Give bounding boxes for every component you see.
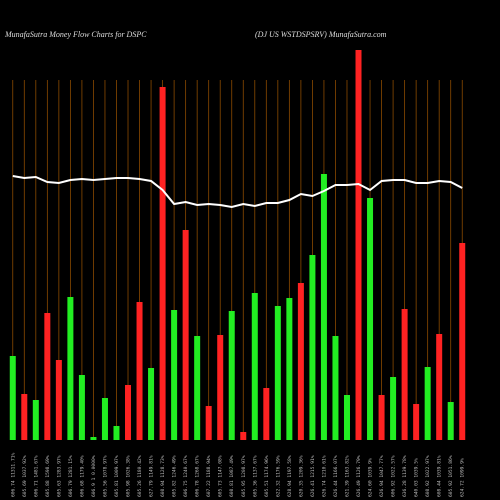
bar [309,255,316,440]
bar [240,432,247,440]
bar [320,174,327,440]
money-flow-line [12,175,463,209]
x-tick-label: 605.88 1598.69% [45,455,51,497]
bar [205,406,212,440]
bar [125,385,132,440]
x-tick-label: 605.26 1180.42% [137,455,143,497]
x-tick-label: 605.98 1026.38% [126,455,132,497]
x-tick-label: 628.94 1197.58% [287,455,293,497]
bar [55,360,62,440]
x-tick-label: 606.92 1022.57% [391,455,397,497]
bar [401,309,408,440]
x-tick-label: 626.41 1215.91% [310,455,316,497]
x-tick-label: 606.9 1 0.0000% [91,455,97,497]
x-tick-label: 606.78 1268.67% [195,455,201,497]
bar [148,368,155,440]
x-tick-label: 605.36 1137.67% [252,455,258,497]
chart-subtitle: (DJ US WSTDSPSRV) MunafaSutra.com [255,30,387,39]
bar [21,394,28,440]
x-tick-label: 636.28 1139.78% [402,455,408,497]
x-tick-label: 605.82 1246.49% [172,455,178,497]
bar [459,243,466,440]
bar [263,388,270,440]
bar [67,297,74,440]
bar [228,311,235,440]
bar [90,437,97,440]
x-tick-label: 606.79 1281.15% [68,455,74,497]
bar [44,313,51,440]
bar [194,336,201,440]
x-tick-label: 606.68 1179.40% [79,455,85,497]
x-tick-label: 620.35 1209.36% [298,455,304,497]
bar [424,367,431,440]
x-tick-label: 626.94 1047.77% [379,455,385,497]
bar [436,334,443,440]
bar [390,377,397,440]
bar [251,293,258,440]
x-tick-label: 608.44 1039.81% [437,455,443,497]
bar [9,356,16,440]
x-tick-label: 624.60 1039.9% [368,458,374,497]
x-tick-label: 605.92 1051.86% [448,455,454,497]
x-tick-label: 605.95 1208.97% [241,455,247,497]
bar [159,87,166,440]
x-tick-label: 606.74 11311.71% [10,453,16,497]
bar [32,400,39,440]
x-tick-label: 608.81 1087.49% [229,455,235,497]
x-tick-label: 608.92 1022.97% [425,455,431,497]
x-tick-label: 605.56 1078.97% [102,455,108,497]
bar [286,298,293,440]
bar [182,230,189,440]
bar [274,306,281,440]
x-tick-label: 626.44 1166.07% [333,455,339,497]
x-tick-label: 626.74 1210.61% [321,455,327,497]
x-tick-label: 626.49 1126.79% [356,455,362,497]
x-tick-label: 606.75 1240.67% [183,455,189,497]
bar [343,395,350,440]
bar [332,336,339,440]
bar [378,395,385,440]
x-tick-label: 605.81 1009.97% [114,455,120,497]
bar [447,402,454,440]
bar [101,398,108,440]
bar [78,375,85,440]
bar [217,335,224,440]
bar [171,310,178,440]
x-tick-label: 608.94 1128.73% [160,455,166,497]
bar [367,198,374,440]
bar [355,50,362,440]
x-tick-label: 605.69 1037.92% [22,455,28,497]
bar [136,302,143,440]
x-tick-label: 606.71 1481.67% [33,455,39,497]
bar [297,283,304,440]
x-tick-label: 621.39 1163.82% [344,455,350,497]
x-tick-label: 622.32 1176.59% [275,455,281,497]
x-tick-label: 624.72 1099.9% [460,458,466,497]
x-tick-label: 640.03 1039.5% [414,458,420,497]
x-tick-label: 605.73 1147.08% [218,455,224,497]
bar [113,426,120,440]
bar [413,404,420,440]
x-tick-label: 607.22 1188.94% [206,455,212,497]
x-tick-label: 605.51 1174.96% [264,455,270,497]
x-tick-label: 605.63 1283.97% [56,455,62,497]
x-tick-label: 627.79 1149.81% [149,455,155,497]
chart-title: MunafaSutra Money Flow Charts for DSPC [4,30,147,39]
